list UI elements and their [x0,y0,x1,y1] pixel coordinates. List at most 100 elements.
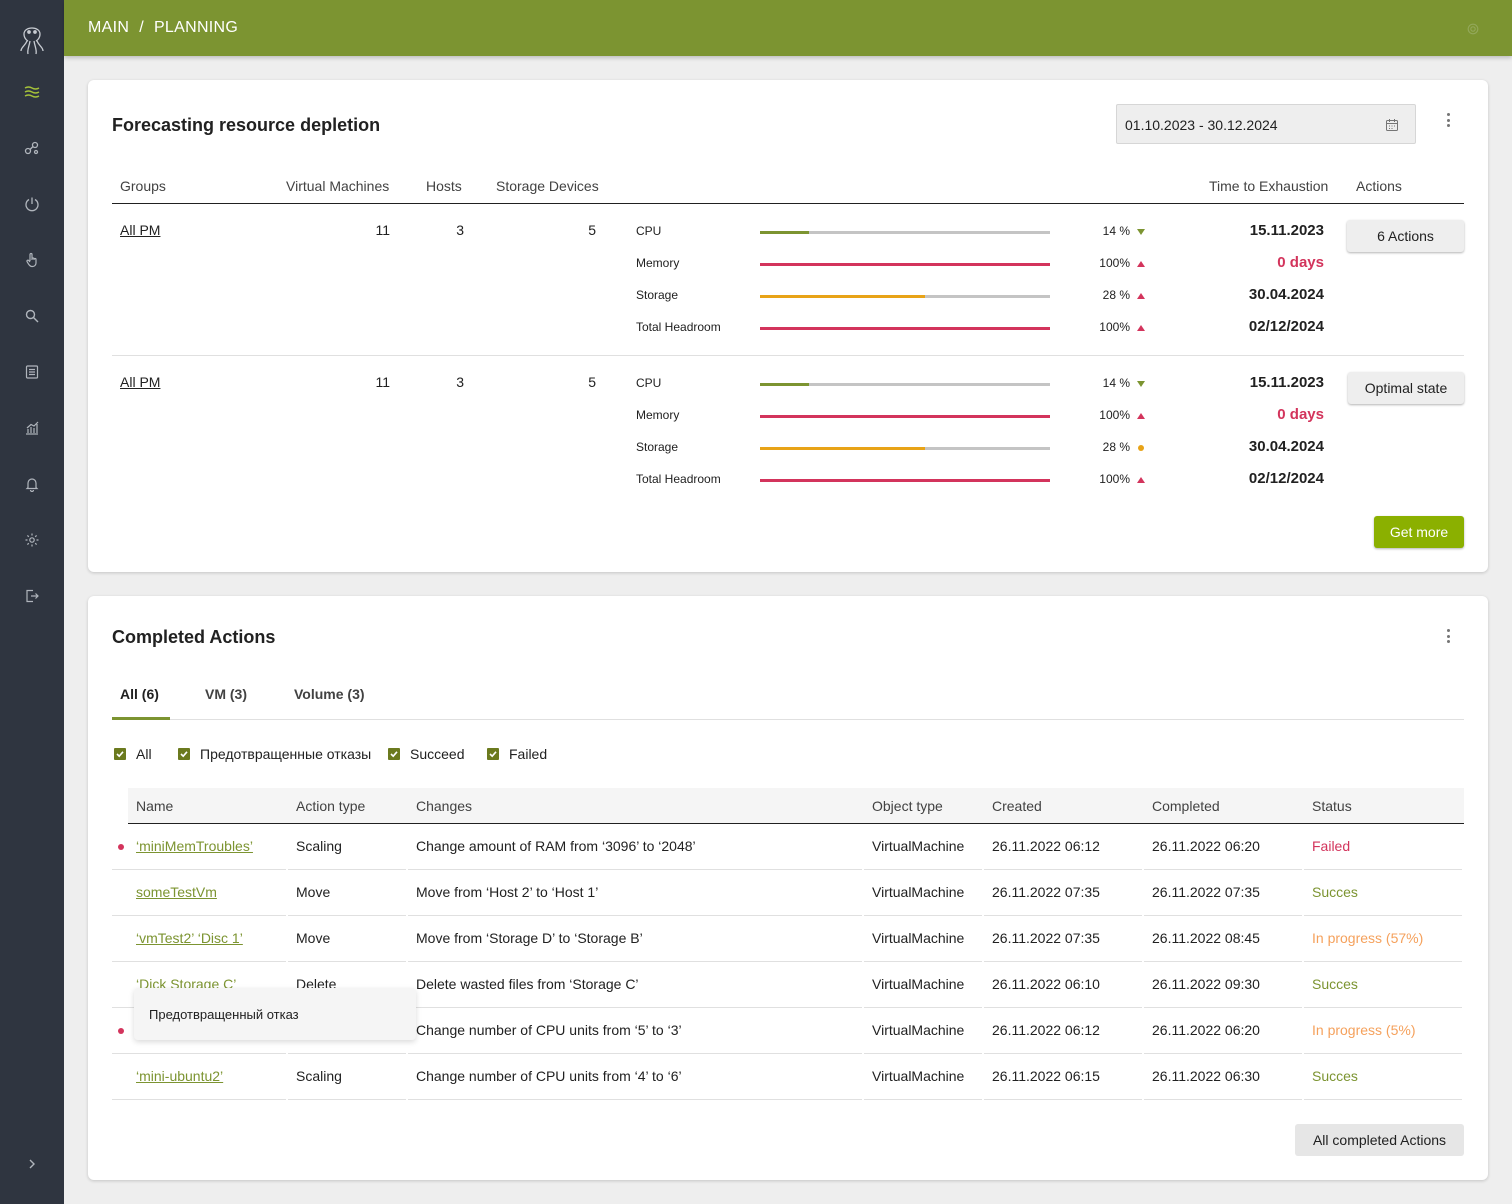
forecast-card: Forecasting resource depletion 01.10.202… [88,80,1488,572]
action-changes: Change number of CPU units from ‘5’ to ‘… [416,1022,682,1038]
row-divider [1144,915,1302,916]
checkbox-checked-icon[interactable] [487,748,499,760]
created-time: 26.11.2022 06:10 [992,976,1100,992]
table-row: ‘mini-ubuntu2’ Scaling Change number of CP… [112,1054,1464,1100]
metric-exhaustion-date: 02/12/2024 [1248,470,1324,487]
row-divider [408,1007,862,1008]
row-divider [288,869,406,870]
checkbox-checked-icon[interactable] [114,748,126,760]
group-vm-count: 11 [375,374,390,390]
tab-all[interactable]: All (6) [120,686,159,702]
bell-icon[interactable] [20,472,44,496]
breadcrumb: MAIN / PLANNING [88,19,238,37]
action-name-link[interactable]: someTestVm [136,884,217,900]
filter-succeed-checkbox[interactable]: Succeed [388,746,464,762]
row-divider [112,915,286,916]
forecast-table-header: Groups Virtual Machines Hosts Storage De… [112,170,1464,204]
metric-exhaustion-date: 0 days [1277,406,1324,423]
checkbox-checked-icon[interactable] [388,748,400,760]
prevented-failure-dot-icon[interactable] [118,1028,124,1034]
search-icon[interactable] [20,304,44,328]
hand-pointer-icon[interactable] [20,248,44,272]
metric-trend [1136,259,1146,269]
action-name-link[interactable]: ‘vmTest2’ ‘Disc 1’ [136,930,243,946]
filter-label: Succeed [410,746,465,762]
metric-progress-fill [760,263,1050,266]
metric-progress-fill [760,231,810,234]
metric-progress-fill [760,295,926,298]
metric-progress-bar [760,295,1050,298]
tab-vm[interactable]: VM (3) [205,686,247,702]
metric-progress-bar [760,231,1050,234]
row-divider [408,1053,862,1054]
action-name-link[interactable]: ‘miniMemTroubles’ [136,838,253,854]
nodes-icon[interactable] [20,136,44,160]
group-name-link[interactable]: All PM [120,222,161,238]
octopus-logo-icon[interactable] [16,20,48,56]
checkbox-checked-icon[interactable] [178,748,190,760]
calendar-icon[interactable] [1385,118,1399,132]
row-divider [288,961,406,962]
completed-menu-icon[interactable] [1446,629,1450,643]
col-completed: Completed [1152,798,1220,814]
row-divider [984,961,1142,962]
group-name-link[interactable]: All PM [120,374,161,390]
list-icon[interactable] [20,360,44,384]
metric-trend [1136,323,1146,333]
date-range-field[interactable]: 01.10.2023 - 30.12.2024 [1116,104,1416,144]
chevron-right-icon[interactable] [20,1152,44,1176]
row-divider [984,1099,1142,1100]
row-divider [864,1007,982,1008]
col-changes: Changes [416,798,473,814]
tab-volume[interactable]: Volume (3) [294,686,365,702]
prevented-failure-dot-icon[interactable] [118,844,124,850]
metric-trend [1136,379,1146,389]
table-row: ‘vmTest2’ ‘Disc 1’ Move Move from ‘Storage… [112,916,1464,962]
actions-button[interactable]: 6 Actions [1347,220,1464,252]
row-divider [864,915,982,916]
action-type: Move [296,930,331,946]
metric-row-memory: Memory 100% 0 days [636,406,1464,426]
row-divider [288,1053,406,1054]
row-divider [984,1007,1142,1008]
col-object-type: Object type [872,798,943,814]
row-divider [1304,1007,1462,1008]
metric-trend [1136,443,1146,453]
trend-up-icon [1137,325,1145,331]
object-type: VirtualMachine [872,1068,965,1084]
metric-percent: 100% [1099,408,1130,422]
metric-trend [1136,475,1146,485]
gear-icon[interactable] [20,528,44,552]
completed-time: 26.11.2022 06:30 [1152,1068,1260,1084]
gear-icon[interactable] [1466,22,1480,36]
chart-icon[interactable] [20,416,44,440]
logout-icon[interactable] [20,584,44,608]
row-divider [408,961,862,962]
actions-table-header: Name Action type Changes Object type Cre… [128,788,1464,824]
power-icon[interactable] [20,192,44,216]
action-type: Scaling [296,838,342,854]
group-vm-count: 11 [375,222,390,238]
col-name: Name [136,798,174,814]
breadcrumb-main[interactable]: MAIN [88,19,130,36]
group-storage-count: 5 [588,374,596,390]
col-actions: Actions [1356,178,1402,194]
metric-label: CPU [636,376,662,390]
row-divider [1304,1099,1462,1100]
metric-row-cpu: CPU 14 % 15.11.2023 [636,374,1464,394]
metric-percent: 100% [1099,472,1130,486]
filter-all-checkbox[interactable]: All [114,746,152,762]
action-name-link[interactable]: ‘mini-ubuntu2’ [136,1068,224,1084]
row-divider [1144,1099,1302,1100]
get-more-button[interactable]: Get more [1374,516,1464,548]
filter-prevented-checkbox[interactable]: Предотвращенные отказы [178,746,371,762]
group-storage-count: 5 [588,222,596,238]
metric-label: CPU [636,224,662,238]
layers-icon[interactable] [20,80,44,104]
metric-percent: 100% [1099,320,1130,334]
all-completed-actions-button[interactable]: All completed Actions [1295,1124,1464,1156]
filter-failed-checkbox[interactable]: Failed [487,746,547,762]
optimal-state-button[interactable]: Optimal state [1348,372,1464,404]
forecast-menu-icon[interactable] [1446,113,1450,127]
created-time: 26.11.2022 06:12 [992,838,1100,854]
